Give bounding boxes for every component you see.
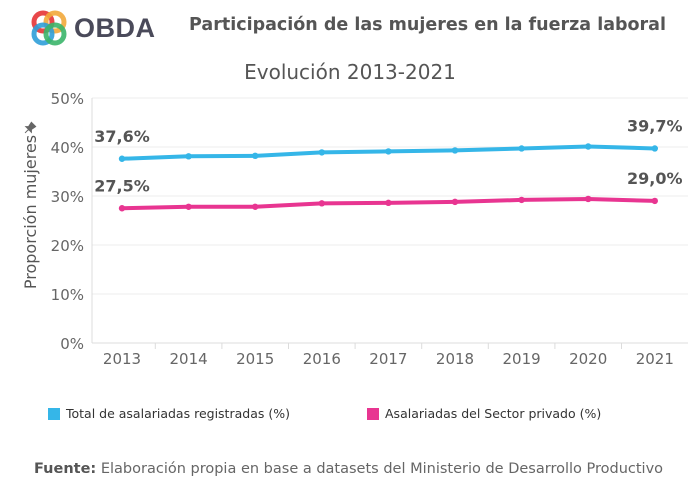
source-note: Fuente: Elaboración propia en base a dat… [34, 461, 663, 477]
legend-swatch-pink [367, 407, 379, 420]
y-tick-label: 10% [51, 286, 84, 304]
x-tick-label: 2018 [436, 350, 474, 368]
legend-item-series2: Asalariadas del Sector privado (%) [367, 406, 601, 421]
x-tick-label: 2015 [236, 350, 274, 368]
data-point [651, 197, 658, 205]
data-point [585, 143, 592, 150]
y-tick-label: 40% [51, 139, 84, 157]
obda-logo: OBDA [30, 8, 156, 48]
data-label: 27,5% [94, 176, 150, 195]
data-point [651, 145, 658, 152]
data-point [252, 152, 259, 160]
data-label: 37,6% [94, 127, 150, 146]
x-tick-label: 2013 [103, 350, 141, 368]
data-point [185, 153, 192, 160]
legend-swatch-blue [48, 407, 60, 420]
data-point [118, 155, 126, 162]
data-labels: 37,6% 39,7% 27,5% 29,0% [94, 116, 682, 195]
y-axis-ticks: 0% 10% 20% 30% 40% 50% [51, 90, 84, 353]
page-title: Participación de las mujeres en la fuerz… [189, 15, 666, 35]
y-tick-label: 50% [51, 90, 84, 108]
data-point [252, 203, 259, 210]
chart-grid [91, 97, 688, 349]
logo-text: OBDA [74, 12, 156, 43]
data-point [185, 203, 192, 210]
data-point [385, 199, 392, 207]
x-tick-label: 2017 [369, 350, 407, 368]
data-point [518, 196, 525, 204]
data-point [318, 149, 325, 156]
x-tick-label: 2019 [503, 350, 541, 368]
y-tick-label: 20% [51, 237, 84, 255]
data-point [318, 200, 325, 207]
data-point [118, 205, 126, 212]
chart-series [118, 143, 658, 212]
x-tick-label: 2020 [569, 350, 607, 368]
legend-label: Total de asalariadas registradas (%) [66, 406, 290, 421]
y-axis-label: Proporción mujeres [21, 135, 40, 289]
source-label: Fuente: [34, 461, 97, 477]
legend-label: Asalariadas del Sector privado (%) [385, 406, 602, 421]
x-tick-label: 2014 [170, 350, 208, 368]
pin-icon [24, 121, 37, 134]
source-text: Elaboración propia en base a datasets de… [96, 461, 664, 477]
x-tick-label: 2021 [636, 350, 674, 368]
y-tick-label: 30% [51, 188, 84, 206]
y-tick-label: 0% [60, 335, 84, 353]
data-point [585, 195, 592, 203]
data-point [451, 147, 459, 154]
x-tick-label: 2016 [303, 350, 341, 368]
data-label: 39,7% [627, 116, 683, 135]
data-point [451, 198, 459, 206]
legend-item-series1: Total de asalariadas registradas (%) [48, 406, 290, 421]
data-label: 29,0% [627, 169, 683, 188]
chart-title: Evolución 2013-2021 [244, 60, 456, 84]
obda-logo-icon [31, 10, 67, 46]
x-axis-ticks: 2013 2014 2015 2016 2017 2018 2019 2020 2021 [103, 350, 674, 368]
data-point [518, 145, 525, 152]
data-point [385, 148, 392, 155]
